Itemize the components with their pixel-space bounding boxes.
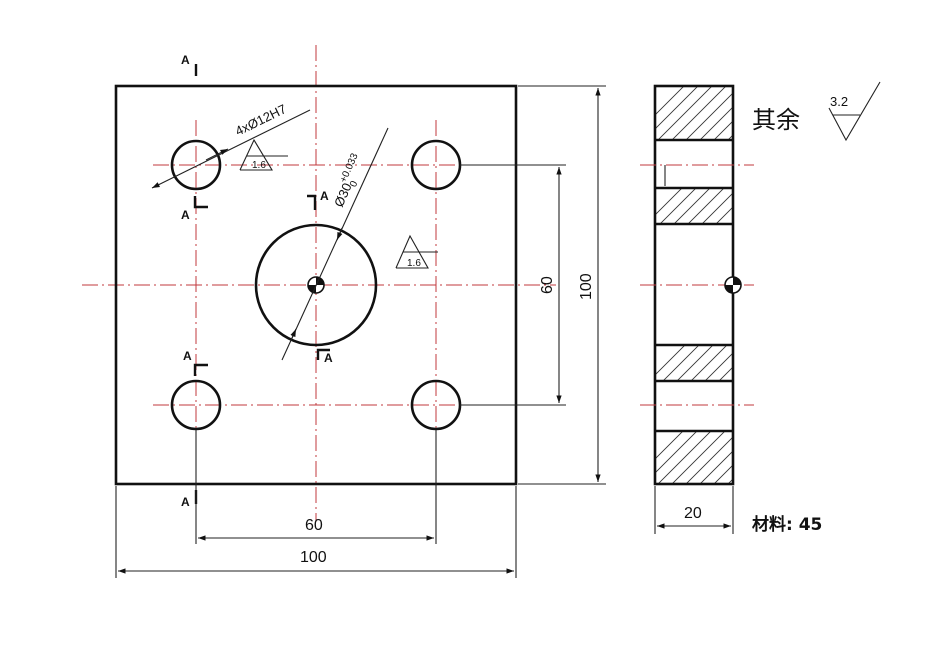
- svg-text:20: 20: [684, 505, 702, 522]
- svg-text:1.6: 1.6: [407, 258, 421, 269]
- svg-text:其余: 其余: [752, 106, 800, 134]
- side-center-mark-icon: [724, 276, 742, 294]
- roughness-symbol-holes: 1.6: [239, 138, 288, 171]
- bore-leader-arrow-low: [290, 328, 297, 339]
- section-markers: A A A A A A: [181, 53, 333, 509]
- svg-text:1.6: 1.6: [252, 160, 266, 171]
- general-roughness-note: 其余 3.2: [752, 81, 881, 142]
- hatch-top: [655, 86, 733, 140]
- svg-text:A: A: [181, 53, 190, 67]
- dim-overall-height: 100: [518, 85, 606, 485]
- dim-hole-spacing-horizontal: 60: [195, 430, 437, 544]
- holes-leader-line: [151, 109, 311, 189]
- dim-hole-spacing-vertical: 60: [460, 164, 566, 406]
- bore-leader-arrow-high: [336, 227, 343, 241]
- plate-outline: [114, 84, 518, 486]
- dim-overall-width: 100: [115, 486, 517, 578]
- svg-text:A: A: [320, 189, 329, 203]
- svg-text:100: 100: [300, 549, 327, 566]
- front-view: 4xØ12H7 1.6 Ø30 +0.033 0 1.6 A A A: [82, 45, 606, 578]
- svg-text:100: 100: [578, 273, 595, 300]
- svg-text:0: 0: [348, 179, 360, 189]
- holes-callout: 4xØ12H7: [233, 101, 289, 139]
- svg-text:A: A: [324, 351, 333, 365]
- svg-text:60: 60: [305, 517, 323, 534]
- bore-leader-line: [281, 127, 389, 361]
- center-bore: [254, 223, 378, 347]
- svg-text:A: A: [181, 208, 190, 222]
- hatch-mid-lower: [655, 345, 733, 381]
- bore-callout: Ø30 +0.033 0: [331, 151, 361, 209]
- hole-top-left: [170, 139, 222, 191]
- svg-text:A: A: [181, 495, 190, 509]
- hatch-bottom: [655, 431, 733, 484]
- hole-bottom-left: [170, 379, 222, 431]
- dim-thickness: 20: [654, 486, 734, 534]
- side-section-view: 20: [640, 84, 754, 534]
- material-note: 材料: 45: [752, 514, 822, 535]
- svg-text:60: 60: [539, 276, 556, 294]
- holes-leader-arrow: [205, 148, 229, 161]
- svg-text:A: A: [183, 349, 192, 363]
- svg-text:3.2: 3.2: [830, 94, 848, 109]
- roughness-symbol-bore: 1.6: [395, 234, 438, 269]
